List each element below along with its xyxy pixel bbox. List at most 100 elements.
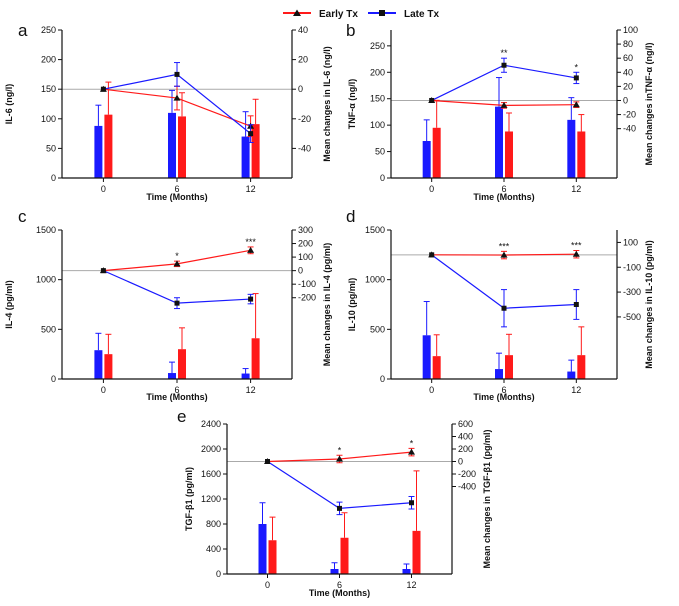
x-tick-label: 12 [571, 184, 581, 194]
y-tick-label: 100 [370, 120, 385, 130]
y-tick-label: 250 [370, 41, 385, 51]
y-axis-label: TNF-α (ng/l) [347, 79, 357, 130]
bar-late-12 [241, 373, 250, 379]
bar-early-12 [577, 131, 586, 178]
x-axis-label: Time (Months) [473, 392, 534, 402]
significance-label: * [410, 438, 414, 448]
y2-tick-label: 0 [623, 95, 628, 105]
x-tick-label: 6 [501, 184, 506, 194]
y2-tick-label: 20 [298, 55, 308, 65]
y2-tick-label: 300 [298, 225, 313, 235]
point-early-6 [173, 94, 181, 101]
point-early-6 [173, 260, 181, 267]
bar-early-12 [251, 338, 260, 379]
point-early-6 [336, 455, 343, 462]
x-tick-label: 0 [265, 580, 270, 590]
bar-early-12 [412, 530, 421, 574]
y-tick-label: 1000 [36, 275, 56, 285]
y2-tick-label: 0 [458, 457, 463, 467]
x-tick-label: 12 [246, 184, 256, 194]
bar-early-0 [432, 127, 441, 178]
panel-letter: a [18, 21, 28, 40]
panel-letter: b [346, 21, 355, 40]
bar-late-12 [567, 119, 576, 178]
y2-axis-label: Mean changes inTNF-α (ng/l) [644, 42, 654, 165]
x-tick-label: 0 [429, 184, 434, 194]
y-tick-label: 0 [216, 569, 221, 579]
point-late-12 [573, 75, 579, 81]
point-late-12 [248, 131, 254, 137]
y-tick-label: 2400 [201, 419, 221, 429]
y-axis-label: TGF-β1 (pg/ml) [184, 467, 194, 531]
point-late-6 [174, 300, 180, 306]
y-axis-label: IL-6 (ng/l) [4, 84, 14, 125]
y2-tick-label: 0 [298, 266, 303, 276]
y2-tick-label: 400 [458, 432, 473, 442]
y2-tick-label: 100 [298, 252, 313, 262]
bar-late-0 [94, 125, 103, 178]
bar-early-12 [251, 124, 260, 178]
y-tick-label: 1200 [201, 494, 221, 504]
y-tick-label: 50 [375, 147, 385, 157]
point-late-0 [100, 86, 106, 92]
bar-late-6 [330, 569, 339, 574]
point-late-0 [429, 97, 435, 103]
y2-tick-label: 100 [623, 25, 638, 35]
point-early-12 [247, 246, 255, 253]
y-tick-label: 0 [380, 374, 385, 384]
legend-late-marker [379, 10, 385, 16]
x-axis-label: Time (Months) [309, 588, 370, 598]
y2-tick-label: 40 [623, 67, 633, 77]
x-axis-label: Time (Months) [146, 192, 207, 202]
bar-early-12 [577, 355, 586, 379]
point-early-12 [572, 101, 580, 108]
legend: Early Tx Late Tx [283, 9, 439, 20]
y-tick-label: 0 [51, 374, 56, 384]
y2-tick-label: -500 [623, 312, 641, 322]
legend-early-marker [293, 9, 301, 16]
y-axis-label: IL-10 (pg/ml) [347, 278, 357, 332]
bar-early-0 [432, 356, 441, 379]
bar-early-0 [104, 114, 113, 178]
y2-tick-label: -200 [298, 293, 316, 303]
bar-late-6 [168, 112, 176, 178]
panel-letter: d [346, 207, 355, 226]
y-tick-label: 1500 [36, 225, 56, 235]
point-late-12 [248, 296, 254, 302]
point-early-6 [500, 101, 508, 108]
y2-tick-label: 0 [298, 84, 303, 94]
y-tick-label: 0 [380, 173, 385, 183]
y-tick-label: 500 [370, 324, 385, 334]
point-early-6 [500, 251, 508, 258]
y2-tick-label: 200 [298, 239, 313, 249]
point-late-0 [429, 252, 435, 258]
bar-early-6 [505, 131, 513, 178]
significance-label: *** [245, 237, 256, 247]
y2-tick-label: -300 [623, 287, 641, 297]
x-tick-label: 6 [174, 385, 179, 395]
bar-late-6 [495, 369, 503, 379]
y2-axis-label: Mean changes in IL-6 (ng/l) [322, 46, 332, 162]
y-tick-label: 1500 [365, 225, 385, 235]
bar-early-6 [340, 537, 349, 574]
x-tick-label: 12 [571, 385, 581, 395]
x-tick-label: 6 [174, 184, 179, 194]
legend-early-label: Early Tx [319, 9, 358, 20]
y2-tick-label: -20 [623, 110, 636, 120]
y2-tick-label: 600 [458, 419, 473, 429]
y2-tick-label: 40 [298, 25, 308, 35]
y-tick-label: 200 [370, 67, 385, 77]
bar-late-0 [258, 524, 267, 574]
bar-late-0 [422, 335, 431, 379]
y2-tick-label: -40 [298, 143, 311, 153]
y2-tick-label: -100 [298, 279, 316, 289]
panel-letter: e [177, 407, 186, 426]
bar-late-6 [495, 106, 503, 178]
point-late-12 [409, 500, 414, 506]
y2-tick-label: 100 [623, 237, 638, 247]
significance-label: *** [571, 240, 582, 250]
point-late-0 [100, 268, 106, 274]
